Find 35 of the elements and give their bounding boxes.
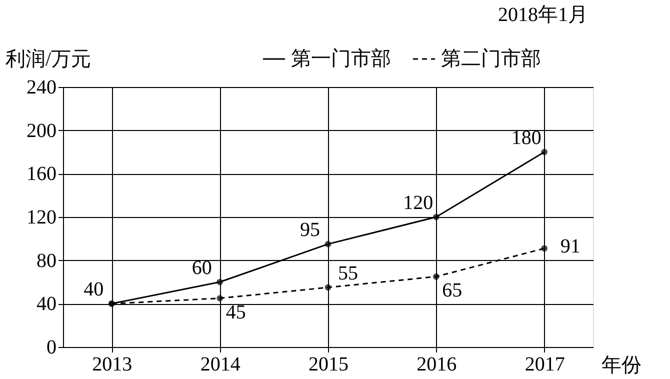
point bbox=[324, 284, 332, 291]
y-tick-label: 160 bbox=[26, 163, 56, 186]
y-tick-label: 120 bbox=[26, 206, 56, 228]
data-label: 55 bbox=[338, 262, 358, 284]
point bbox=[433, 214, 440, 220]
text: 2018年1月 bbox=[498, 4, 588, 26]
x-tick-label: 2015 bbox=[308, 354, 348, 376]
y-tick-label: 80 bbox=[36, 250, 56, 272]
point bbox=[541, 148, 548, 156]
data-label: 65 bbox=[442, 280, 462, 302]
point bbox=[324, 240, 332, 248]
point bbox=[216, 295, 223, 302]
x-axis-title: 年份 bbox=[602, 354, 642, 376]
data-label: 180 bbox=[511, 127, 542, 149]
x-tick-label: 2013 bbox=[92, 354, 132, 376]
y-tick-label: 200 bbox=[26, 120, 56, 142]
data-label: 45 bbox=[226, 301, 246, 324]
point bbox=[216, 278, 223, 286]
y-axis-title: 利润/万元 bbox=[6, 48, 92, 70]
data-label: 120 bbox=[403, 192, 434, 214]
x-tick-label: 2016 bbox=[416, 354, 457, 376]
y-tick-label: 40 bbox=[36, 293, 56, 316]
data-label: 95 bbox=[300, 219, 320, 242]
data-label: 40 bbox=[84, 278, 104, 301]
x-tick-label: 2014 bbox=[200, 354, 240, 376]
legend-label: 第二门市部 bbox=[441, 48, 541, 70]
y-tick-label: 0 bbox=[46, 336, 56, 358]
point bbox=[108, 300, 115, 307]
x-tick-label: 2017 bbox=[524, 354, 565, 376]
legend-label: 第一门市部 bbox=[291, 48, 391, 70]
point bbox=[541, 245, 548, 252]
data-label: 60 bbox=[192, 257, 212, 279]
y-tick-label: 240 bbox=[26, 76, 56, 98]
point bbox=[433, 273, 440, 280]
data-label: 91 bbox=[560, 235, 580, 258]
